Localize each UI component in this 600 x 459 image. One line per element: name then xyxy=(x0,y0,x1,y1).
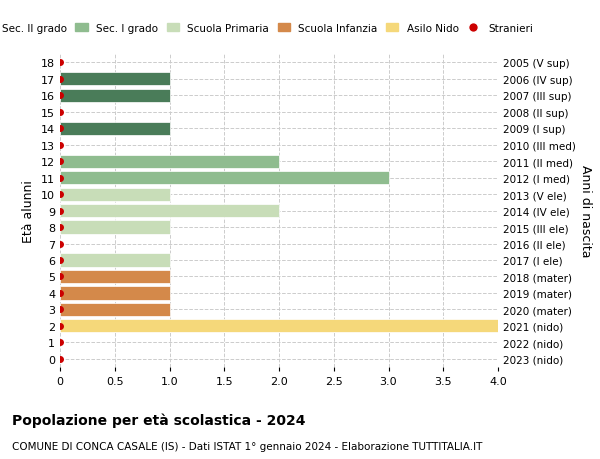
Bar xyxy=(60,205,279,218)
Bar xyxy=(60,319,498,333)
Bar xyxy=(60,90,170,103)
Text: COMUNE DI CONCA CASALE (IS) - Dati ISTAT 1° gennaio 2024 - Elaborazione TUTTITAL: COMUNE DI CONCA CASALE (IS) - Dati ISTAT… xyxy=(12,441,482,451)
Bar xyxy=(60,270,170,283)
Bar xyxy=(60,172,389,185)
Bar xyxy=(60,123,170,135)
Bar xyxy=(60,188,170,202)
Bar xyxy=(60,221,170,234)
Bar xyxy=(60,287,170,300)
Y-axis label: Età alunni: Età alunni xyxy=(22,180,35,242)
Bar xyxy=(60,303,170,316)
Bar xyxy=(60,254,170,267)
Text: Popolazione per età scolastica - 2024: Popolazione per età scolastica - 2024 xyxy=(12,413,305,428)
Y-axis label: Anni di nascita: Anni di nascita xyxy=(580,165,592,257)
Bar xyxy=(60,155,279,168)
Bar xyxy=(60,73,170,86)
Legend: Sec. II grado, Sec. I grado, Scuola Primaria, Scuola Infanzia, Asilo Nido, Stran: Sec. II grado, Sec. I grado, Scuola Prim… xyxy=(0,20,537,38)
